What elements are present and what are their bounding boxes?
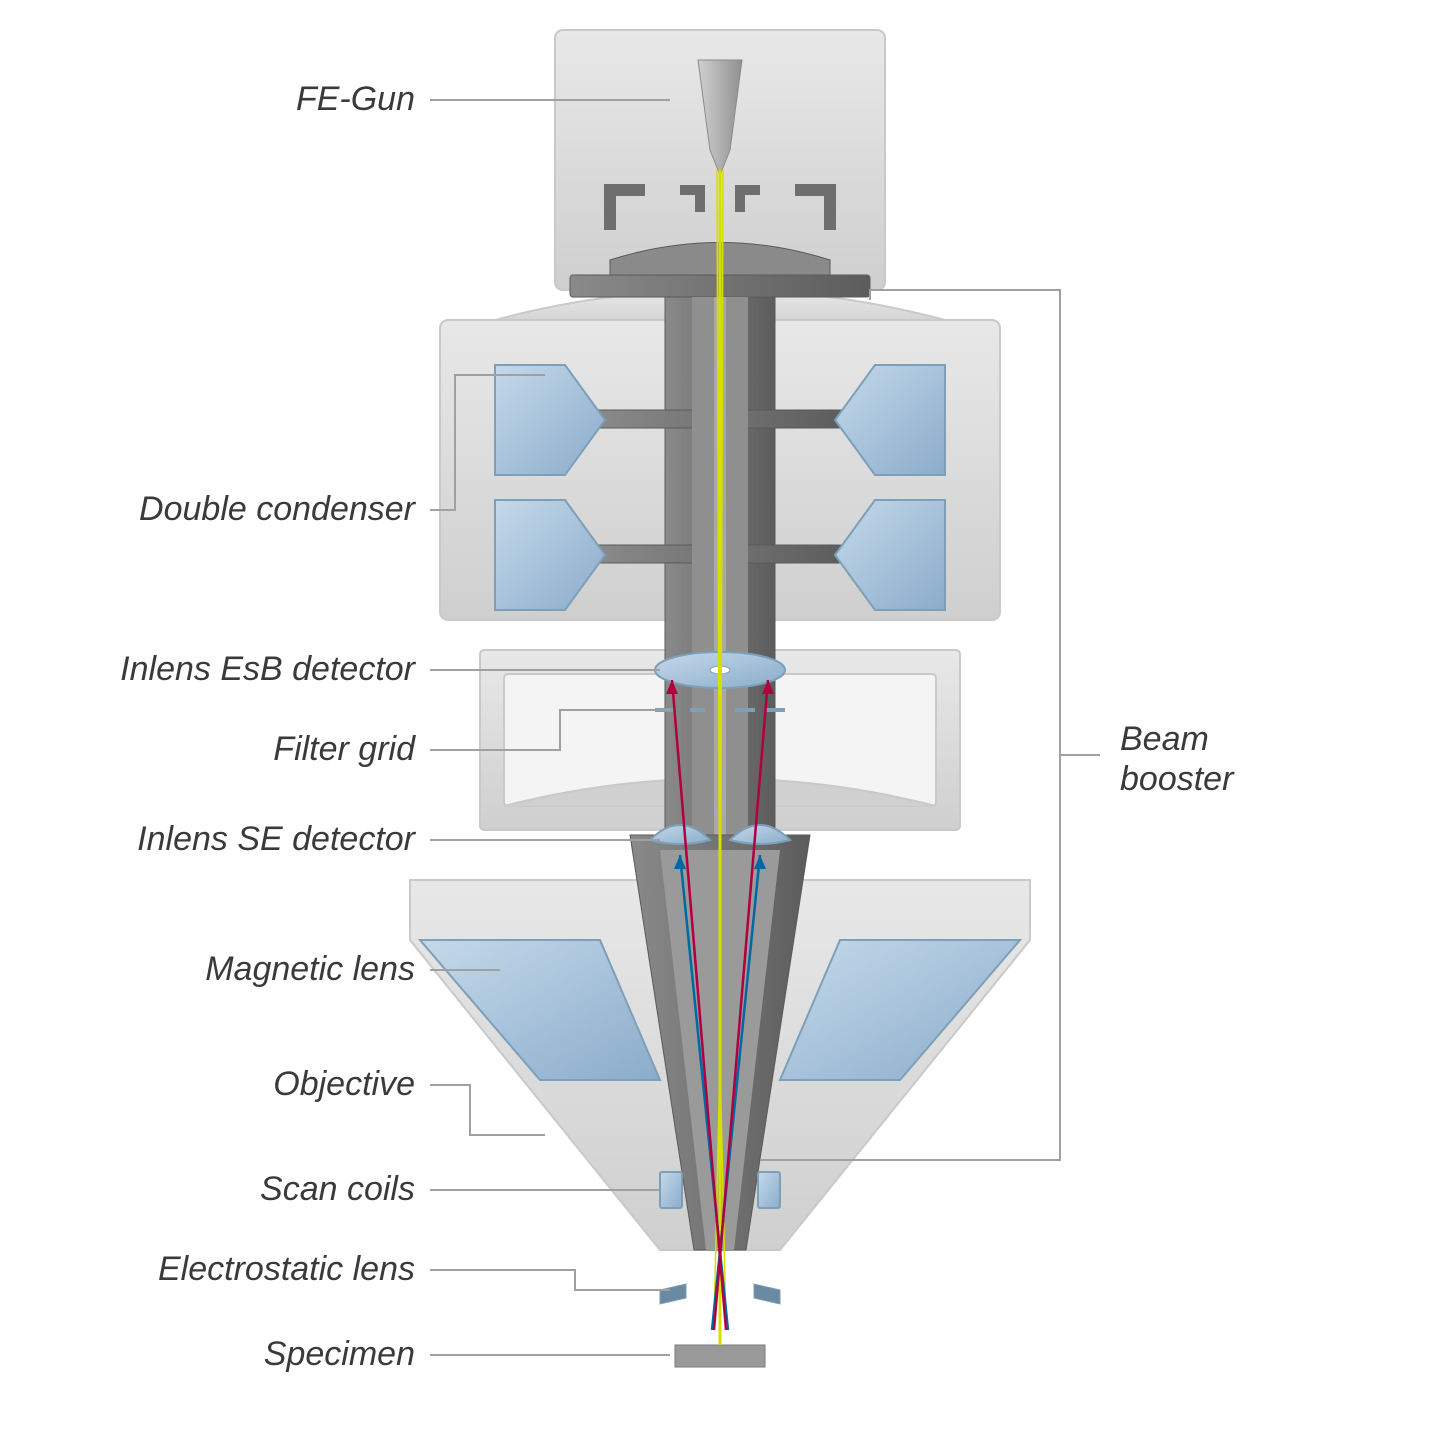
label-double-condenser: Double condenser bbox=[139, 490, 417, 528]
label-electrostatic-lens: Electrostatic lens bbox=[158, 1250, 415, 1288]
label-fe-gun: FE-Gun bbox=[296, 80, 415, 118]
label-objective: Objective bbox=[273, 1065, 415, 1103]
label-beam-booster-2: booster bbox=[1120, 760, 1235, 798]
sem-column-diagram: FE-Gun Double condenser Inlens EsB detecto… bbox=[0, 0, 1440, 1440]
label-se-detector: Inlens SE detector bbox=[137, 820, 417, 858]
label-specimen: Specimen bbox=[264, 1335, 415, 1373]
label-scan-coils: Scan coils bbox=[260, 1170, 415, 1208]
label-beam-booster: Beam bbox=[1120, 720, 1209, 758]
label-magnetic-lens: Magnetic lens bbox=[205, 950, 415, 988]
label-filter-grid: Filter grid bbox=[273, 730, 416, 768]
label-esb-detector: Inlens EsB detector bbox=[120, 650, 417, 688]
